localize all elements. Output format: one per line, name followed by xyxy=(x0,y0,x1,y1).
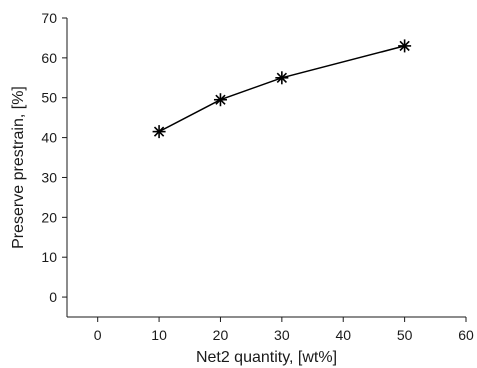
y-tick-label: 50 xyxy=(41,90,57,106)
marker-stroke xyxy=(399,40,410,52)
marker-stroke xyxy=(276,72,288,83)
data-point xyxy=(152,125,166,139)
x-tick-label: 50 xyxy=(397,327,413,343)
y-tick-label: 10 xyxy=(41,249,57,265)
y-axis-title: Preserve prestrain, [%] xyxy=(10,86,27,249)
axes xyxy=(66,18,466,318)
ticks: 0 10 20 30 40 50 60 0 10 20 30 40 50 60 70 xyxy=(41,10,474,343)
x-tick-label: 30 xyxy=(274,327,290,343)
y-tick-label: 20 xyxy=(41,209,57,225)
x-axis-title: Net2 quantity, [wt%] xyxy=(196,349,337,366)
data-point xyxy=(213,93,227,107)
y-tick-label: 40 xyxy=(41,130,57,146)
y-tick-label: 0 xyxy=(49,289,57,305)
marker-stroke xyxy=(153,126,165,137)
x-tick-label: 10 xyxy=(151,327,167,343)
y-tick-label: 60 xyxy=(41,50,57,66)
marker-stroke xyxy=(215,94,226,105)
data-point xyxy=(275,71,289,85)
series-line xyxy=(158,45,405,133)
x-tick-label: 20 xyxy=(213,327,229,343)
x-tick-label: 40 xyxy=(335,327,351,343)
x-tick-label: 0 xyxy=(94,327,102,343)
data-point xyxy=(398,39,412,53)
y-tick-label: 70 xyxy=(41,10,57,26)
y-tick-label: 30 xyxy=(41,169,57,185)
x-tick-label: 60 xyxy=(458,327,474,343)
series xyxy=(152,39,412,139)
